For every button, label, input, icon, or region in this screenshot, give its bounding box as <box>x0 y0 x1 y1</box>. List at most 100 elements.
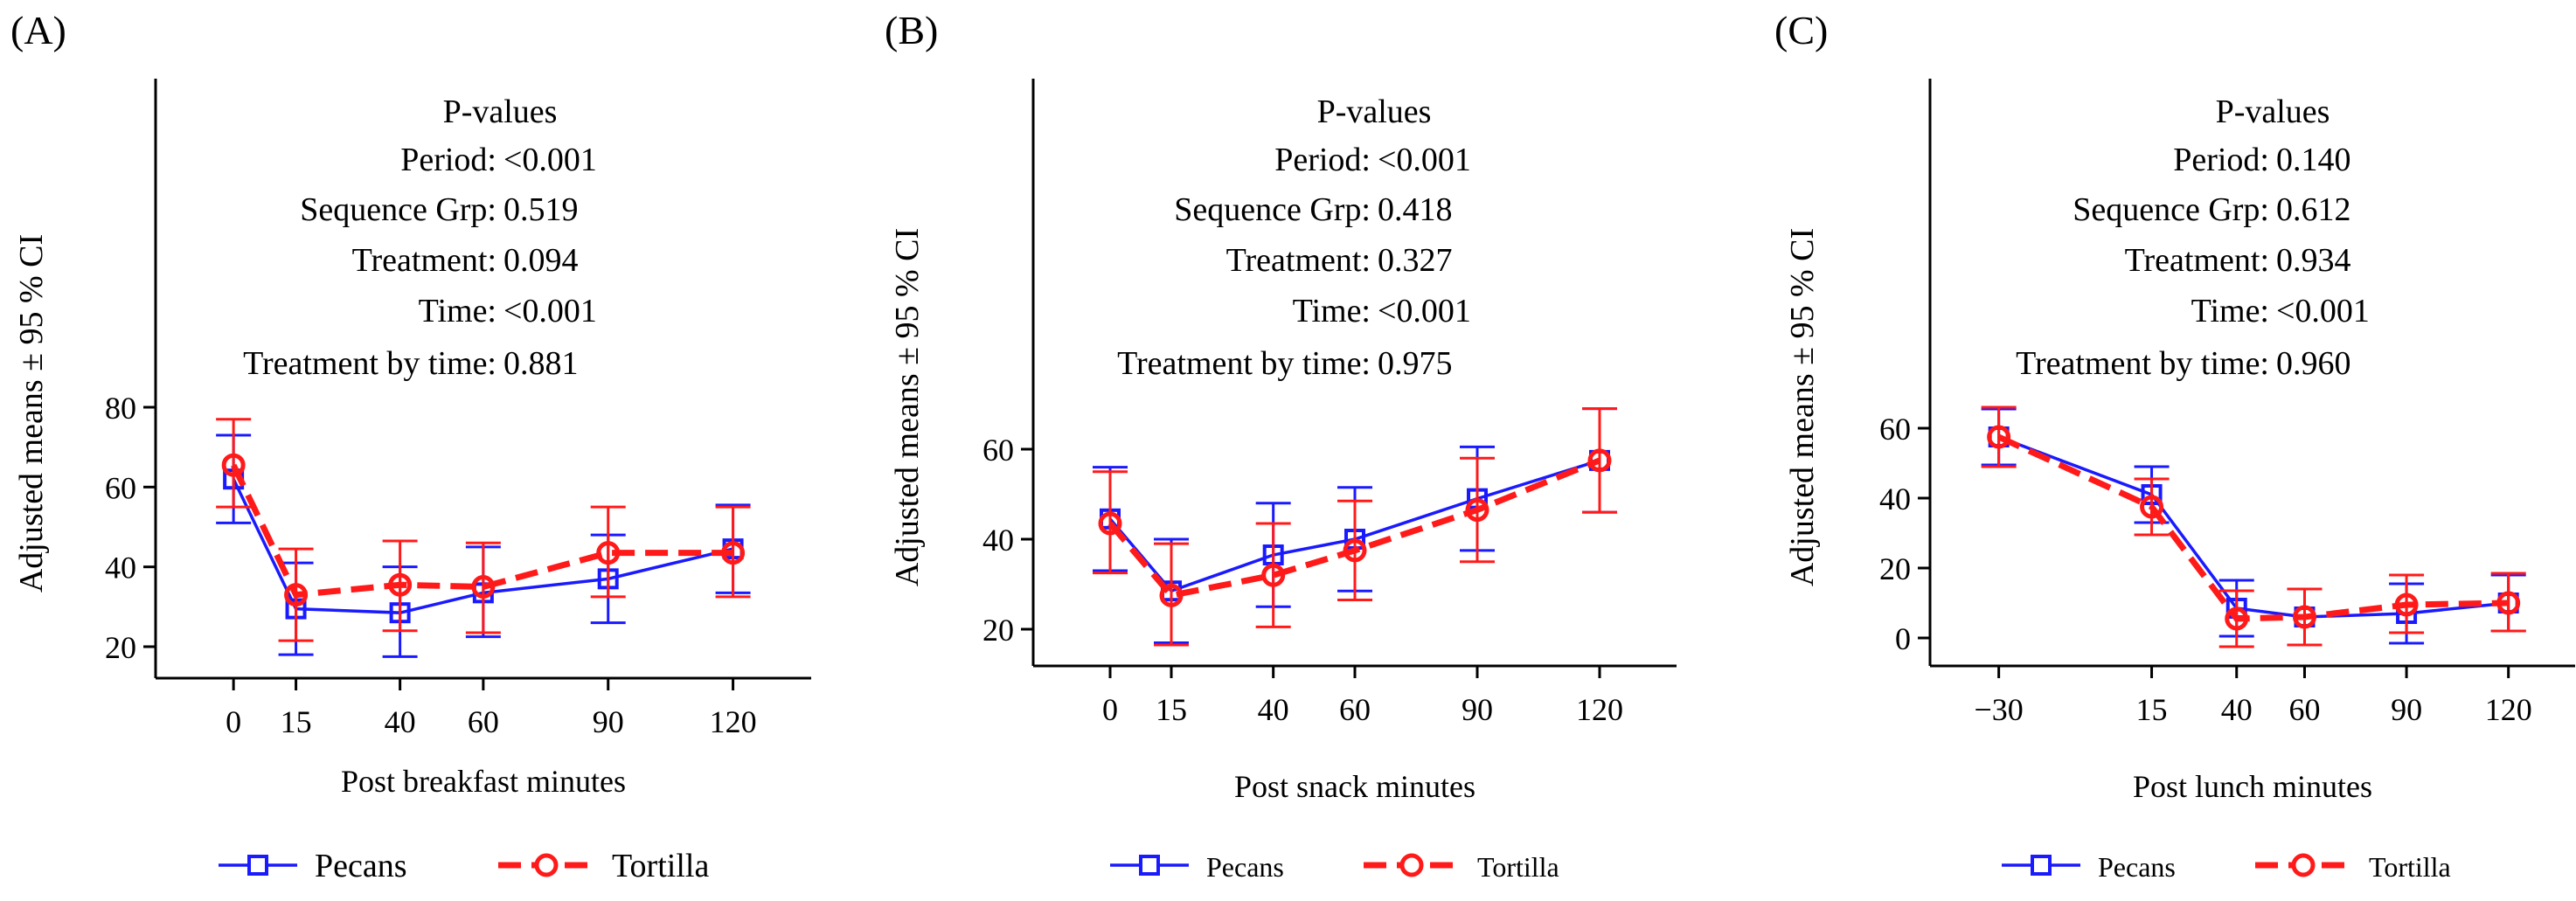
x-tick-label: 120 <box>2485 692 2532 727</box>
data-point <box>2140 495 2164 519</box>
pvalue-value: <0.001 <box>1378 293 1471 329</box>
x-tick-label: 15 <box>281 704 312 739</box>
panel-label: (C) <box>1774 8 1828 52</box>
pvalues-title: P-values <box>2216 94 2330 130</box>
pvalue-label: Treatment by time: <box>243 345 496 382</box>
x-axis-label: Post lunch minutes <box>2133 769 2372 804</box>
data-point <box>1987 425 2011 449</box>
x-tick-label: 120 <box>1576 692 1623 727</box>
y-tick-label: 20 <box>982 613 1014 648</box>
x-tick-label: 60 <box>1339 692 1371 727</box>
data-point <box>284 583 309 607</box>
series-line <box>1997 433 2509 622</box>
pvalue-label: Treatment: <box>2125 242 2269 279</box>
data-point <box>1343 538 1367 563</box>
chart-panel-2: (B) 20 40 60 0 15 40 60 90 120 Post snack minutes A… <box>885 8 1677 883</box>
pvalue-label: Treatment: <box>1226 242 1371 279</box>
pvalue-label: Period: <box>1274 142 1371 178</box>
legend: Pecans Tortilla <box>1110 851 1559 883</box>
legend-label-pecans: Pecans <box>2098 851 2176 883</box>
pvalue-value: 0.519 <box>503 191 579 228</box>
x-tick-label: 90 <box>593 704 624 739</box>
pvalue-label: Treatment by time: <box>2016 345 2269 382</box>
x-axis-label: Post breakfast minutes <box>341 764 626 799</box>
pvalue-label: Time: <box>1293 293 1371 329</box>
y-tick-label: 40 <box>105 551 136 586</box>
pvalues-title: P-values <box>443 94 558 130</box>
pvalue-value: <0.001 <box>1378 142 1471 178</box>
legend-label-tortilla: Tortilla <box>1477 851 1559 883</box>
pvalue-label: Period: <box>2173 142 2269 178</box>
y-tick-label: 0 <box>1895 621 1911 656</box>
series-tortilla <box>216 418 751 642</box>
series-pecans <box>1981 407 2526 647</box>
x-tick-label: 60 <box>468 704 499 739</box>
y-tick-label: 40 <box>982 523 1014 558</box>
pvalue-value: <0.001 <box>2276 293 2370 329</box>
pvalue-value: 0.934 <box>2276 242 2351 279</box>
series-line <box>232 478 733 614</box>
pvalue-label: Time: <box>419 293 496 329</box>
x-tick-label: 90 <box>2391 692 2422 727</box>
data-point <box>596 541 621 565</box>
pvalue-value: 0.140 <box>2276 142 2351 178</box>
data-point <box>471 575 496 599</box>
pvalue-label: Sequence Grp: <box>300 191 496 228</box>
x-tick-label: 0 <box>1102 692 1118 727</box>
y-tick-label: 20 <box>105 630 136 665</box>
x-tick-label: 60 <box>2288 692 2320 727</box>
pvalue-label: Sequence Grp: <box>2073 191 2269 228</box>
pvalue-value: <0.001 <box>503 293 597 329</box>
x-tick-label: 0 <box>226 704 241 739</box>
legend-marker-tortilla <box>2291 853 2316 877</box>
y-tick-label: 60 <box>105 470 136 505</box>
pvalue-label: Period: <box>400 142 496 178</box>
data-point <box>2225 606 2249 631</box>
x-tick-label: 40 <box>385 704 416 739</box>
data-point <box>1587 448 1612 473</box>
legend-marker-tortilla <box>1399 853 1424 877</box>
y-tick-label: 40 <box>1879 482 1911 516</box>
series-line <box>1998 435 2509 619</box>
pvalues-title: P-values <box>1317 94 1432 130</box>
legend-label-tortilla: Tortilla <box>2369 851 2451 883</box>
data-point <box>2496 591 2521 615</box>
series-tortilla <box>1093 407 1617 647</box>
x-tick-label: 120 <box>710 704 757 739</box>
x-tick-label: 40 <box>1258 692 1289 727</box>
pvalue-value: <0.001 <box>503 142 597 178</box>
chart-panel-3: (C) 0 20 40 60 −30 15 40 60 90 120 Post lunch minut… <box>1774 8 2575 883</box>
data-point <box>1159 583 1184 607</box>
legend: Pecans Tortilla <box>2002 851 2451 883</box>
pvalue-value: 0.418 <box>1378 191 1453 228</box>
pvalue-label: Treatment by time: <box>1117 345 1371 382</box>
pvalue-label: Treatment: <box>352 242 496 279</box>
pvalue-value: 0.881 <box>503 345 579 382</box>
legend-marker-pecans <box>2031 855 2052 876</box>
data-point <box>2394 593 2419 617</box>
series-line <box>1107 457 1601 600</box>
y-tick-label: 80 <box>105 391 136 426</box>
pvalue-value: 0.327 <box>1378 242 1453 279</box>
pvalue-value: 0.975 <box>1378 345 1453 382</box>
data-point <box>1098 511 1122 536</box>
data-point <box>388 572 413 597</box>
data-point <box>1465 498 1489 523</box>
legend-label-pecans: Pecans <box>1206 851 1284 883</box>
y-axis-label: Adjusted means ± 95 % CI <box>1784 228 1821 586</box>
y-axis-label: Adjusted means ± 95 % CI <box>13 234 50 593</box>
x-tick-label: 40 <box>2221 692 2253 727</box>
y-tick-label: 20 <box>1879 551 1911 586</box>
pvalue-value: 0.960 <box>2276 345 2351 382</box>
chart-panel-1: (A) 20 40 60 80 0 15 40 60 90 120 Post breakfast mi… <box>10 8 811 884</box>
legend-label-tortilla: Tortilla <box>612 848 709 884</box>
pvalue-value: 0.612 <box>2276 191 2351 228</box>
data-point <box>221 453 246 477</box>
legend-marker-pecans <box>1139 855 1160 876</box>
y-tick-label: 60 <box>982 433 1014 468</box>
data-point <box>721 541 746 565</box>
panel-label: (A) <box>10 8 66 52</box>
pvalue-value: 0.094 <box>503 242 579 279</box>
pvalue-label: Time: <box>2191 293 2269 329</box>
